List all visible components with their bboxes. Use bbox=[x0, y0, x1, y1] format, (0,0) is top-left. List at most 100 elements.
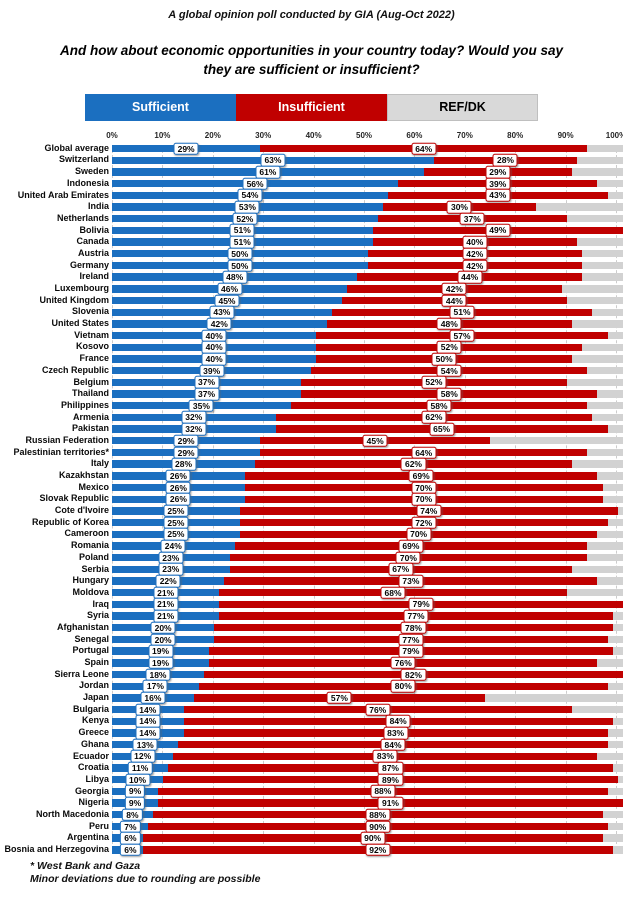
country-row: Slovak Republic 26% 70% bbox=[0, 493, 623, 506]
bar-track: 28% 62% bbox=[112, 457, 623, 471]
refdk-bar bbox=[566, 296, 623, 305]
bar-track: 11% 87% bbox=[112, 761, 623, 775]
refdk-bar bbox=[587, 542, 623, 550]
country-label: Armenia bbox=[72, 411, 109, 422]
sufficient-value-label: 9% bbox=[124, 796, 146, 810]
country-row: Belgium 37% 52% bbox=[0, 376, 623, 389]
bar-stack bbox=[112, 203, 623, 211]
bar-stack bbox=[112, 273, 623, 281]
refdk-bar bbox=[607, 822, 623, 831]
country-label: Nigeria bbox=[78, 797, 109, 808]
country-row: Global average 29% 64% bbox=[0, 142, 623, 155]
insufficient-value-label: 90% bbox=[365, 820, 391, 833]
country-label: Moldova bbox=[72, 586, 109, 597]
insufficient-value-label: 70% bbox=[406, 528, 432, 541]
bar-track: 23% 67% bbox=[112, 563, 623, 576]
bar-stack bbox=[112, 647, 623, 655]
x-axis-tick: 30% bbox=[255, 130, 272, 140]
bar-track: 40% 57% bbox=[112, 329, 623, 342]
refdk-bar bbox=[536, 203, 623, 211]
insufficient-value-label: 77% bbox=[398, 633, 424, 646]
insufficient-value-label: 62% bbox=[400, 457, 426, 471]
sufficient-value-label: 11% bbox=[127, 761, 153, 775]
sufficient-value-label: 26% bbox=[165, 481, 191, 494]
country-row: North Macedonia 8% 88% bbox=[0, 808, 623, 822]
refdk-bar bbox=[602, 483, 623, 492]
refdk-bar bbox=[612, 647, 623, 655]
bar-track: 26% 69% bbox=[112, 469, 623, 483]
country-row: France 40% 50% bbox=[0, 352, 623, 366]
country-row: Palestinian territories* 29% 64% bbox=[0, 446, 623, 459]
bar-track: 37% 52% bbox=[112, 376, 623, 389]
bar-stack bbox=[112, 366, 623, 375]
country-label: Mexico bbox=[78, 481, 109, 492]
country-row: Republic of Korea 25% 72% bbox=[0, 516, 623, 529]
country-row: Bulgaria 14% 76% bbox=[0, 703, 623, 716]
insufficient-value-label: 76% bbox=[390, 656, 416, 670]
refdk-bar bbox=[587, 448, 623, 457]
insufficient-value-label: 65% bbox=[429, 422, 455, 436]
x-axis: 0% 10% 20% 30% 40% 50% 60% 70% 80% 90% 100% bbox=[106, 130, 623, 143]
insufficient-value-label: 42% bbox=[462, 247, 488, 261]
country-label: Slovak Republic bbox=[39, 493, 109, 504]
footnote: * West Bank and Gaza Minor deviations du… bbox=[30, 860, 623, 887]
country-row: Peru 7% 90% bbox=[0, 820, 623, 833]
refdk-bar bbox=[592, 413, 623, 422]
bar-track: 19% 79% bbox=[112, 644, 623, 658]
bar-track: 14% 83% bbox=[112, 726, 623, 740]
country-label: Canada bbox=[76, 236, 109, 247]
sufficient-value-label: 45% bbox=[214, 294, 240, 307]
insufficient-value-label: 73% bbox=[398, 574, 424, 588]
sufficient-value-label: 20% bbox=[150, 621, 176, 635]
sufficient-value-label: 51% bbox=[229, 235, 255, 249]
bar-track: 17% 80% bbox=[112, 680, 623, 693]
insufficient-value-label: 54% bbox=[436, 364, 462, 377]
country-label: Bulgaria bbox=[72, 703, 109, 714]
country-row: United Arab Emirates 54% 43% bbox=[0, 189, 623, 202]
insufficient-value-label: 87% bbox=[377, 761, 403, 775]
bar-track: 13% 84% bbox=[112, 738, 623, 751]
country-label: Romania bbox=[70, 540, 109, 551]
country-row: Moldova 21% 68% bbox=[0, 586, 623, 599]
sufficient-value-label: 23% bbox=[158, 563, 184, 576]
bar-stack bbox=[112, 168, 623, 176]
bar-stack bbox=[112, 764, 623, 772]
refdk-bar bbox=[597, 752, 623, 761]
country-label: Senegal bbox=[74, 633, 109, 644]
bar-stack bbox=[112, 624, 623, 632]
bar-track: 25% 70% bbox=[112, 528, 623, 541]
country-row: Cameroon 25% 70% bbox=[0, 528, 623, 541]
sufficient-value-label: 32% bbox=[181, 411, 207, 424]
insufficient-value-label: 64% bbox=[411, 446, 437, 459]
bar-track: 35% 58% bbox=[112, 399, 623, 412]
refdk-bar bbox=[602, 834, 623, 842]
bar-stack bbox=[112, 518, 623, 527]
insufficient-value-label: 68% bbox=[380, 586, 406, 599]
country-row: Italy 28% 62% bbox=[0, 457, 623, 471]
bar-stack bbox=[112, 238, 623, 246]
refdk-bar bbox=[597, 390, 623, 398]
country-label: Bosnia and Herzegovina bbox=[4, 844, 109, 855]
country-label: Indonesia bbox=[66, 177, 109, 188]
insufficient-value-label: 84% bbox=[380, 738, 406, 751]
bar-stack bbox=[112, 729, 623, 737]
country-label: Croatia bbox=[77, 762, 109, 773]
sufficient-value-label: 8% bbox=[122, 808, 143, 822]
bar-stack bbox=[112, 331, 623, 340]
refdk-bar bbox=[577, 238, 623, 246]
chart-question-title: And how about economic opportunities in … bbox=[59, 43, 563, 77]
sufficient-value-label: 24% bbox=[160, 539, 186, 553]
insufficient-value-label: 45% bbox=[362, 434, 388, 448]
bar-track: 21% 79% bbox=[112, 598, 623, 611]
refdk-bar bbox=[566, 589, 623, 597]
insufficient-value-label: 72% bbox=[411, 516, 437, 529]
insufficient-value-label: 30% bbox=[446, 200, 472, 214]
country-row: Bolivia 51% 49% bbox=[0, 224, 623, 237]
bar-stack bbox=[112, 355, 623, 363]
insufficient-value-label: 70% bbox=[395, 551, 421, 564]
country-row: Indonesia 56% 39% bbox=[0, 177, 623, 190]
bar-stack bbox=[112, 752, 623, 761]
bar-stack bbox=[112, 296, 623, 305]
insufficient-value-label: 82% bbox=[400, 668, 426, 681]
sufficient-value-label: 40% bbox=[201, 352, 227, 366]
